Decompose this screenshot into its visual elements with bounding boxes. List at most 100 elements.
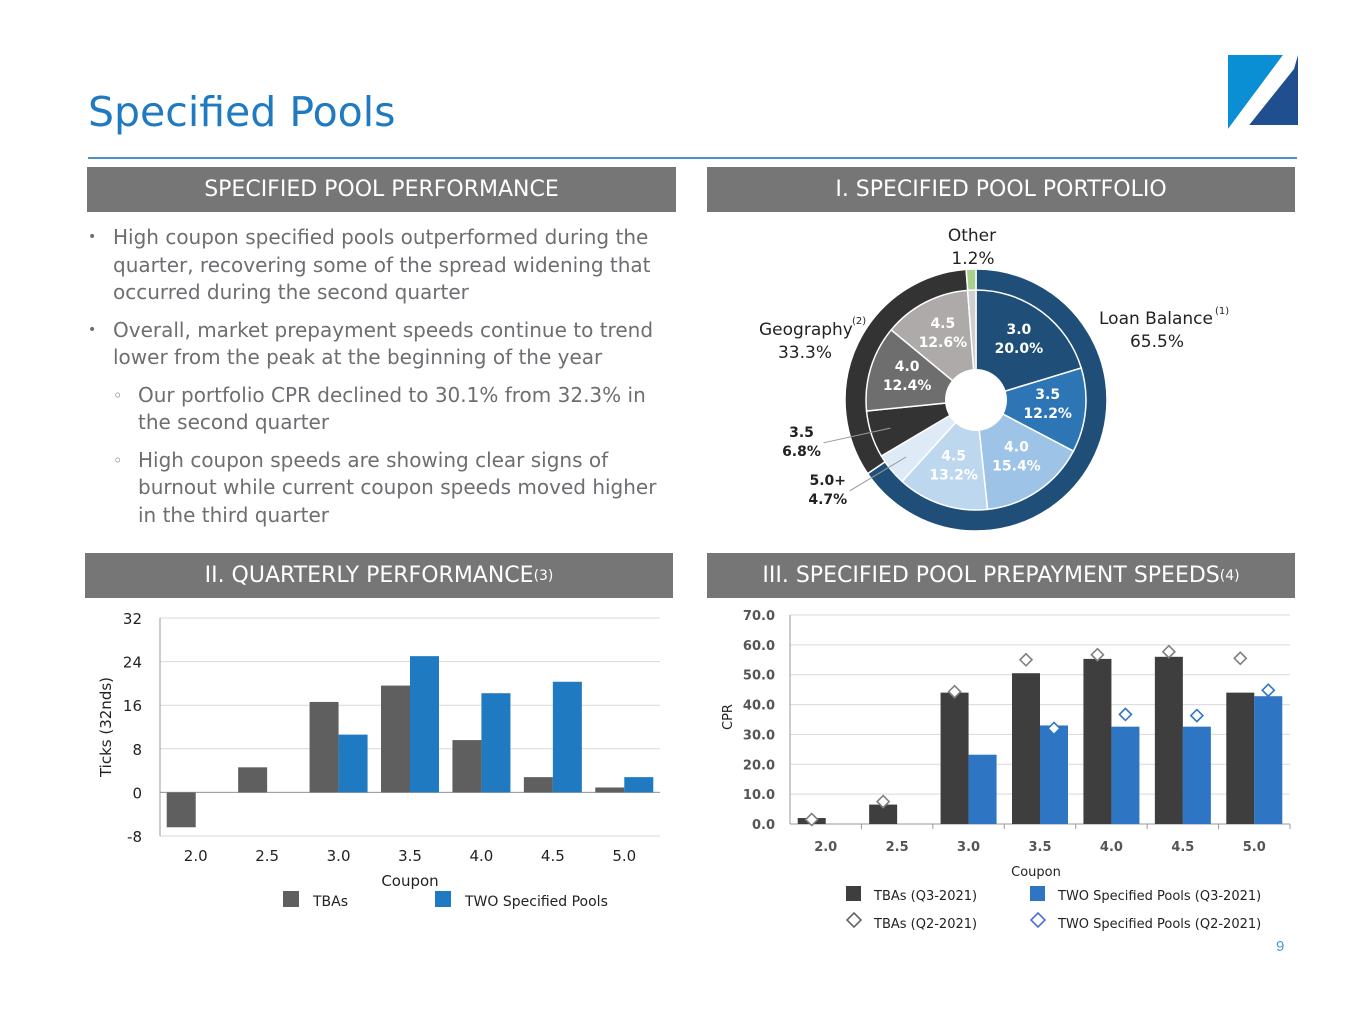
- s-bar-tba-q3-5.0: [1226, 692, 1255, 824]
- s-marker-two-q2-4.5: [1189, 708, 1204, 723]
- speeds-header-note: (4): [1219, 567, 1240, 584]
- s-legend-swatch-3: [1029, 911, 1047, 929]
- loan-balance-label: Loan Balance: [1099, 309, 1213, 329]
- quarterly-header: II. QUARTERLY PERFORMANCE (3): [85, 553, 673, 598]
- page-title: Specified Pools: [88, 88, 396, 136]
- q-bar-two-3.0: [338, 734, 368, 793]
- s-bar-two-q3-5.0: [1254, 696, 1283, 824]
- other-label: Other: [948, 226, 996, 246]
- other-value: 1.2%: [951, 249, 994, 269]
- s-legend-swatch-0: [846, 886, 861, 901]
- s-ytick-label: 40.0: [743, 699, 775, 714]
- sub-bullet-2: High coupon speeds are showing clear sig…: [88, 447, 678, 530]
- geography-note: (2): [852, 316, 866, 327]
- s-bar-tba-q3-3.0: [940, 692, 969, 824]
- s-xtick-label: 3.0: [957, 840, 980, 855]
- inner-slice-value-1: 12.2%: [1023, 406, 1072, 422]
- bullet-2: Overall, market prepayment speeds contin…: [88, 317, 678, 372]
- s-bar-tba-q3-2.5: [869, 804, 898, 824]
- s-marker-tba-q2-3.5: [1018, 652, 1034, 667]
- inner-slice-value-6: 12.4%: [883, 378, 932, 394]
- s-xtick-label: 5.0: [1243, 840, 1266, 855]
- q-bar-two-4.5: [552, 681, 582, 793]
- q-xtick-label: 5.0: [612, 847, 636, 865]
- inner-slice-value-5: 6.8%: [782, 444, 821, 460]
- q-xtick-label: 3.0: [327, 847, 351, 865]
- q-bar-tba-5.0: [595, 787, 625, 793]
- q-ytick-label: 32: [123, 610, 142, 628]
- s-marker-tba-q2-2.5: [876, 794, 891, 809]
- inner-slice-value-3: 13.2%: [929, 467, 978, 483]
- s-bar-two-q3-3.5: [1040, 725, 1068, 824]
- loan-balance-value: 65.5%: [1130, 332, 1184, 352]
- s-marker-tba-q2-5.0: [1233, 651, 1248, 666]
- inner-slice-coupon-2: 4.0: [1004, 440, 1029, 456]
- portfolio-donut-chart: 3.0 20.0% 3.5 12.2% 4.0 15.4% 4.5 13.2% 5.0+ 4.7%…: [759, 226, 1229, 532]
- inner-slice-coupon-1: 3.5: [1035, 387, 1060, 403]
- q-legend-label-1: TWO Specified Pools: [464, 894, 608, 910]
- performance-header-text: SPECIFIED POOL PERFORMANCE: [204, 177, 559, 202]
- inner-slice-value-7: 12.6%: [919, 335, 968, 351]
- s-legend-label-2: TBAs (Q2-2021): [873, 917, 977, 932]
- s-marker-two-q2-3.5: [1046, 721, 1062, 736]
- q-legend-swatch-1: [435, 891, 451, 907]
- s-marker-two-q2-5.0: [1261, 683, 1276, 698]
- inner-slice-value-4: 4.7%: [808, 492, 847, 508]
- quarterly-performance-chart: -8 0 8 16 24 32 2.0 2.5 3.0 3.5 4.0 4.5 5.0 Coupon Tic…: [97, 610, 660, 910]
- prepayment-speeds-chart: 0.0 10.0 20.0 30.0 40.0 50.0 60.0 70.0 2.0 2.5 3.0…: [721, 609, 1291, 932]
- inner-slice-coupon-0: 3.0: [1006, 322, 1031, 338]
- s-y-axis-title: CPR: [721, 704, 736, 730]
- page-number: 9: [1276, 938, 1285, 955]
- q-ytick-label: -8: [127, 828, 142, 846]
- leader-line-5: [823, 427, 891, 444]
- quarterly-header-note: (3): [533, 567, 554, 584]
- s-bar-tba-q3-4.5: [1154, 656, 1183, 824]
- s-xtick-label: 2.5: [886, 840, 909, 855]
- q-y-axis-title: Ticks (32nds): [97, 677, 115, 778]
- donut-hole: [945, 369, 1007, 431]
- quarterly-header-text: II. QUARTERLY PERFORMANCE: [204, 563, 534, 588]
- s-bar-tba-q3-4.0: [1083, 658, 1112, 824]
- s-legend-label-1: TWO Specified Pools (Q3-2021): [1057, 889, 1261, 904]
- q-legend-swatch-0: [283, 891, 299, 907]
- s-legend-label-3: TWO Specified Pools (Q2-2021): [1057, 917, 1261, 932]
- leader-line-4: [849, 456, 907, 492]
- q-ytick-label: 0: [132, 784, 142, 802]
- inner-slice-0: [975, 289, 1083, 402]
- s-xtick-label: 4.5: [1171, 840, 1194, 855]
- inner-slice-value-0: 20.0%: [995, 341, 1044, 357]
- s-bar-two-q3-4.0: [1111, 726, 1140, 824]
- q-xtick-label: 2.0: [184, 847, 208, 865]
- q-bar-tba-4.5: [523, 777, 553, 793]
- s-bar-tba-q3-3.5: [1012, 673, 1040, 824]
- s-marker-tba-q2-4.0: [1090, 647, 1105, 662]
- s-ytick-label: 0.0: [752, 818, 775, 833]
- s-xtick-label: 3.5: [1028, 840, 1051, 855]
- q-bar-two-4.0: [481, 693, 511, 793]
- s-marker-two-q2-4.0: [1118, 707, 1133, 722]
- speeds-header: III. SPECIFIED POOL PREPAYMENT SPEEDS (4): [707, 553, 1295, 598]
- q-bar-tba-3.5: [381, 685, 410, 793]
- s-marker-tba-q2-2.0: [804, 812, 819, 827]
- loan-balance-note: (1): [1215, 306, 1229, 317]
- s-marker-tba-q2-4.5: [1161, 644, 1176, 659]
- inner-slice-value-2: 15.4%: [992, 459, 1041, 475]
- q-xtick-label: 3.5: [398, 847, 422, 865]
- q-bar-tba-3.0: [309, 701, 339, 793]
- s-xtick-label: 4.0: [1100, 840, 1123, 855]
- q-legend-label-0: TBAs: [312, 894, 348, 910]
- q-bar-two-5.0: [624, 777, 654, 793]
- s-marker-tba-q2-3.0: [947, 684, 962, 699]
- performance-header: SPECIFIED POOL PERFORMANCE: [87, 167, 676, 212]
- s-ytick-label: 70.0: [743, 609, 775, 624]
- s-bar-two-q3-4.5: [1182, 726, 1211, 824]
- s-legend-swatch-2: [845, 911, 863, 929]
- s-ytick-label: 10.0: [743, 788, 775, 803]
- q-bar-tba-2.0: [166, 792, 196, 828]
- s-ytick-label: 60.0: [743, 639, 775, 654]
- portfolio-header-text: I. SPECIFIED POOL PORTFOLIO: [835, 177, 1167, 202]
- q-bar-tba-2.5: [238, 767, 268, 793]
- q-bar-tba-4.0: [452, 740, 482, 793]
- q-ytick-label: 16: [123, 697, 142, 715]
- q-ytick-label: 8: [132, 741, 142, 759]
